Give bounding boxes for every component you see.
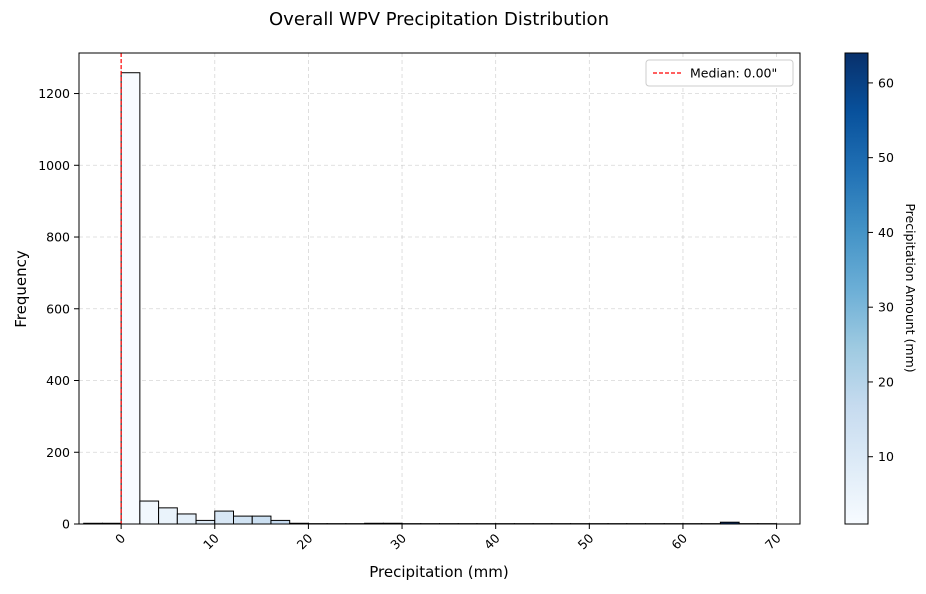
y-axis-label: Frequency [12, 250, 30, 328]
x-tick-label: 0 [112, 530, 128, 546]
plot-frame [79, 53, 800, 524]
y-tick-label: 1200 [38, 86, 70, 101]
colorbar-tick-label: 20 [878, 374, 894, 389]
histogram-bar [271, 520, 290, 524]
y-tick-label: 200 [46, 445, 70, 460]
colorbar-tick-label: 10 [878, 449, 894, 464]
colorbar-ticks: 10 20 30 40 50 60 [868, 75, 894, 464]
x-tick-label: 10 [200, 530, 222, 552]
x-tick-label: 60 [668, 530, 690, 552]
y-axis: 0 200 400 600 800 1000 1200 [38, 86, 79, 531]
legend: Median: 0.00" [646, 60, 793, 86]
colorbar-tick-label: 30 [878, 300, 894, 315]
colorbar: 10 20 30 40 50 60 Precipitation Amount (mm) [845, 53, 918, 524]
x-tick-label: 30 [387, 530, 409, 552]
histogram-bar [140, 501, 159, 524]
y-tick-label: 1000 [38, 158, 70, 173]
histogram-bar [121, 73, 140, 524]
x-axis: 0 10 20 30 40 50 60 70 [112, 524, 784, 552]
colorbar-label: Precipitation Amount (mm) [903, 203, 918, 372]
histogram-bar [234, 516, 253, 524]
histogram-bar [159, 508, 178, 524]
histogram-bar [252, 516, 271, 524]
x-tick-label: 20 [294, 530, 316, 552]
grid-lines [79, 53, 800, 524]
y-tick-label: 0 [62, 517, 70, 532]
colorbar-tick-label: 60 [878, 75, 894, 90]
y-tick-label: 800 [46, 230, 70, 245]
colorbar-gradient [845, 53, 868, 524]
x-tick-label: 70 [762, 530, 784, 552]
x-axis-label: Precipitation (mm) [369, 563, 508, 581]
colorbar-tick-label: 50 [878, 150, 894, 165]
colorbar-tick-label: 40 [878, 225, 894, 240]
histogram-bar [215, 511, 234, 524]
histogram-bars [84, 73, 777, 524]
x-tick-label: 40 [481, 530, 503, 552]
legend-median-label: Median: 0.00" [690, 66, 777, 81]
histogram-bar [196, 520, 215, 524]
histogram-bar [177, 514, 196, 524]
x-tick-label: 50 [575, 530, 597, 552]
y-tick-label: 600 [46, 301, 70, 316]
chart-title: Overall WPV Precipitation Distribution [269, 9, 609, 30]
y-tick-label: 400 [46, 373, 70, 388]
